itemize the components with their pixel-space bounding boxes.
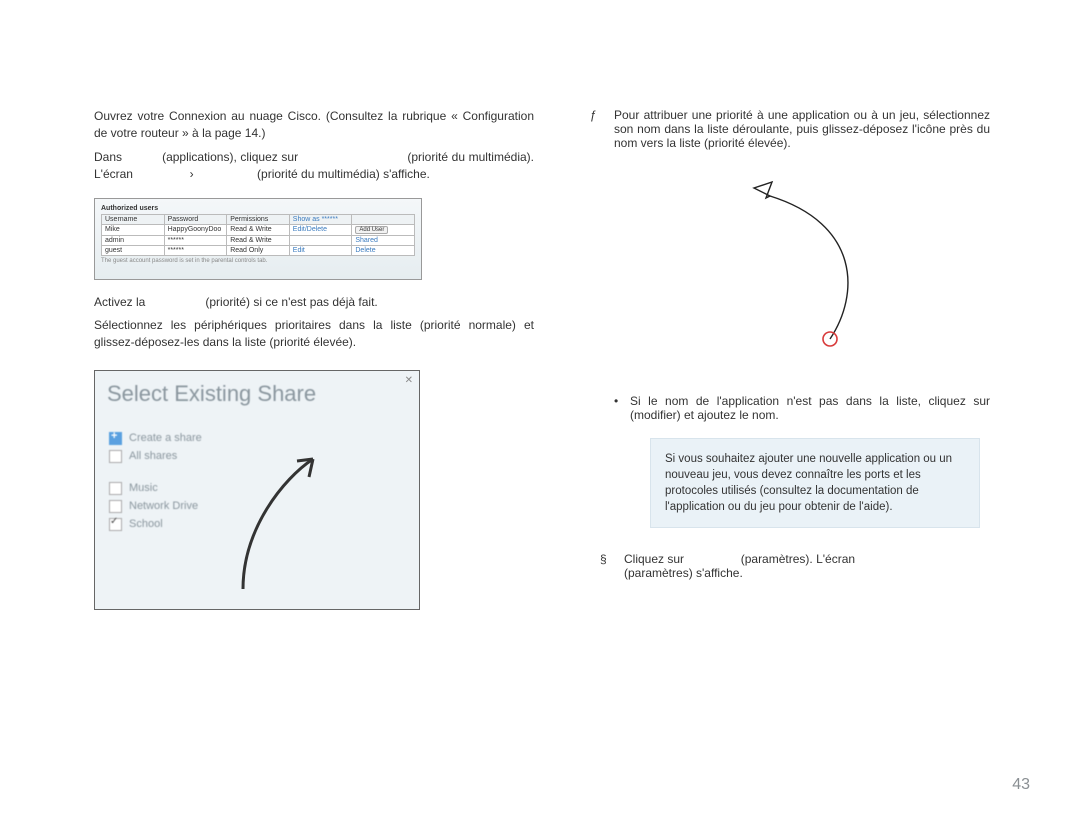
curved-arrow-icon [223,449,363,599]
step2-text-b: (applications), cliquez sur [162,150,298,164]
shot1-r1c2: Read & Write [227,235,290,245]
shot1-r0c1: HappyGoonyDoo [164,224,227,235]
shot1-col3: Show as ****** [289,214,352,224]
shot2-title: Select Existing Share [107,381,407,407]
shot1-col1: Password [164,214,227,224]
tip-text: Si le nom de l'application n'est pas dan… [630,394,990,422]
drag-curve-illustration [700,174,880,354]
shot1-r2c4: Delete [352,245,415,255]
shot1-col2: Permissions [227,214,290,224]
authorized-users-screenshot: Authorized users Username Password Permi… [94,198,422,280]
shot1-col0: Username [102,214,165,224]
step3-a: Activez la [94,295,145,309]
step-s-c: (paramètres) s'affiche. [624,566,743,580]
step-s-body: Cliquez sur (paramètres). L'écran (param… [624,552,990,580]
shot1-r0c4: Add User [352,224,415,235]
step-s-b: (paramètres). L'écran [741,552,855,566]
shot1-r1c4: Shared [352,235,415,245]
shot2-item-create: Create a share [107,429,407,447]
shot1-col4 [352,214,415,224]
step-f: ƒ Pour attribuer une priorité à une appl… [590,108,990,150]
shot1-r2c3: Edit [289,245,352,255]
left-column: Ouvrez votre Connexion au nuage Cisco. (… [94,108,534,610]
step-s-marker: § [600,552,614,580]
shot1-footer: The guest account password is set in the… [101,258,415,264]
note-text: Si vous souhaitez ajouter une nouvelle a… [665,453,952,513]
shot1-r2c2: Read Only [227,245,290,255]
shot1-r1c3 [289,235,352,245]
tip-row: • Si le nom de l'application n'est pas d… [614,394,990,422]
shot1-r1c0: admin [102,235,165,245]
step-f-body: Pour attribuer une priorité à une applic… [614,108,990,150]
note-box: Si vous souhaitez ajouter une nouvelle a… [650,438,980,528]
page-number: 43 [1012,776,1030,794]
step-settings: § Cliquez sur (paramètres). L'écran (par… [600,552,990,580]
shot1-r0c0: Mike [102,224,165,235]
select-share-screenshot: ✕ Select Existing Share Create a share A… [94,370,420,610]
step2-text-a: Dans [94,150,122,164]
step3-text: Activez la (priorité) si ce n'est pas dé… [94,294,534,311]
shot1-r1c1: ****** [164,235,227,245]
shot1-r2c0: guest [102,245,165,255]
step-s-a: Cliquez sur [624,552,684,566]
shot1-r2c1: ****** [164,245,227,255]
shot1-r0c3: Edit/Delete [289,224,352,235]
step2-text: Dans (applications), cliquez sur (priori… [94,149,534,184]
right-column: ƒ Pour attribuer une priorité à une appl… [590,108,990,610]
step-f-marker: ƒ [590,108,604,150]
shot1-table: Username Password Permissions Show as **… [101,214,415,256]
shot1-title: Authorized users [101,205,415,212]
bullet-icon: • [614,394,622,422]
step3-b: (priorité) si ce n'est pas déjà fait. [205,295,377,309]
step1-text: Ouvrez votre Connexion au nuage Cisco. (… [94,108,534,143]
shot1-r0c2: Read & Write [227,224,290,235]
step2-text-e: (priorité du multimédia) s'affiche. [257,167,430,181]
step4-text: Sélectionnez les périphériques prioritai… [94,317,534,352]
step2-chevron: › [190,167,194,181]
